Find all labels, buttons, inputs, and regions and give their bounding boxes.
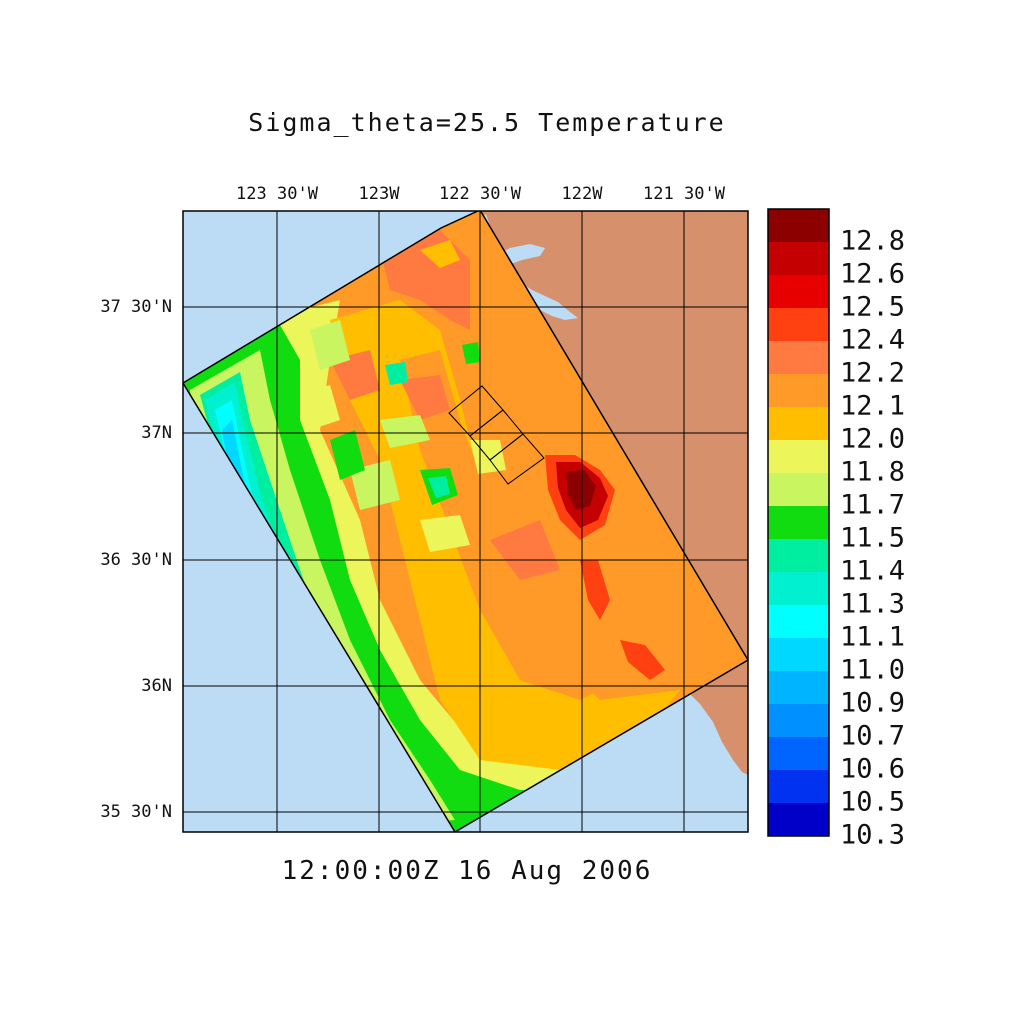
colorbar-swatch xyxy=(768,308,829,342)
colorbar-swatch xyxy=(768,242,829,276)
lon-label-122w: 122W xyxy=(561,184,603,204)
colorbar-label: 11.7 xyxy=(840,489,906,521)
colorbar-swatch xyxy=(768,506,829,540)
colorbar-label: 10.3 xyxy=(840,819,906,851)
colorbar-label: 12.6 xyxy=(840,258,906,290)
lat-label-36-30n: 36 30'N xyxy=(100,550,172,570)
colorbar-swatch xyxy=(768,440,829,474)
colorbar-label: 10.6 xyxy=(840,753,906,785)
colorbar-label: 11.3 xyxy=(840,588,906,620)
colorbar-swatch xyxy=(768,209,829,243)
lon-label-122-30w: 122 30'W xyxy=(439,184,521,204)
colorbar-label: 12.0 xyxy=(840,423,906,455)
colorbar-swatch xyxy=(768,374,829,408)
colorbar-swatch xyxy=(768,275,829,309)
colorbar-swatch xyxy=(768,407,829,441)
colorbar-label: 11.4 xyxy=(840,555,906,587)
lon-label-123w: 123W xyxy=(358,184,400,204)
map-frame xyxy=(182,210,749,833)
colorbar-label: 12.2 xyxy=(840,357,906,389)
colorbar-swatch xyxy=(768,572,829,606)
colorbar-label: 11.8 xyxy=(840,456,906,488)
colorbar-swatch xyxy=(768,770,829,804)
colorbar-label: 10.9 xyxy=(840,687,906,719)
colorbar-swatch xyxy=(768,803,829,837)
lat-label-37-30n: 37 30'N xyxy=(100,297,172,317)
lat-label-37n: 37N xyxy=(141,423,172,443)
colorbar-swatch xyxy=(768,704,829,738)
colorbar-label: 11.1 xyxy=(840,621,906,653)
colorbar-swatch xyxy=(768,473,829,507)
model-domain-outline xyxy=(183,211,748,832)
colorbar-label: 10.7 xyxy=(840,720,906,752)
colorbar-frame xyxy=(767,208,830,837)
colorbar-swatch xyxy=(768,671,829,705)
colorbar-label: 11.5 xyxy=(840,522,906,554)
map-title: Sigma_theta=25.5 Temperature xyxy=(248,108,726,137)
colorbar xyxy=(768,209,829,837)
lon-label-121-30w: 121 30'W xyxy=(643,184,725,204)
colorbar-swatch xyxy=(768,638,829,672)
graticule xyxy=(183,211,748,832)
colorbar-label: 10.5 xyxy=(840,786,906,818)
colorbar-swatch xyxy=(768,539,829,573)
lon-label-123-30w: 123 30'W xyxy=(236,184,318,204)
colorbar-label: 11.0 xyxy=(840,654,906,686)
colorbar-swatch xyxy=(768,341,829,375)
timestamp: 12:00:00Z 16 Aug 2006 xyxy=(281,856,653,886)
lat-label-35-30n: 35 30'N xyxy=(100,802,172,822)
lat-label-36n: 36N xyxy=(141,676,172,696)
colorbar-swatch xyxy=(768,737,829,771)
colorbar-label: 12.8 xyxy=(840,225,906,257)
colorbar-label: 12.1 xyxy=(840,390,906,422)
nested-box-3 xyxy=(489,433,545,485)
colorbar-label: 12.4 xyxy=(840,324,906,356)
colorbar-label: 12.5 xyxy=(840,291,906,323)
colorbar-swatch xyxy=(768,605,829,639)
